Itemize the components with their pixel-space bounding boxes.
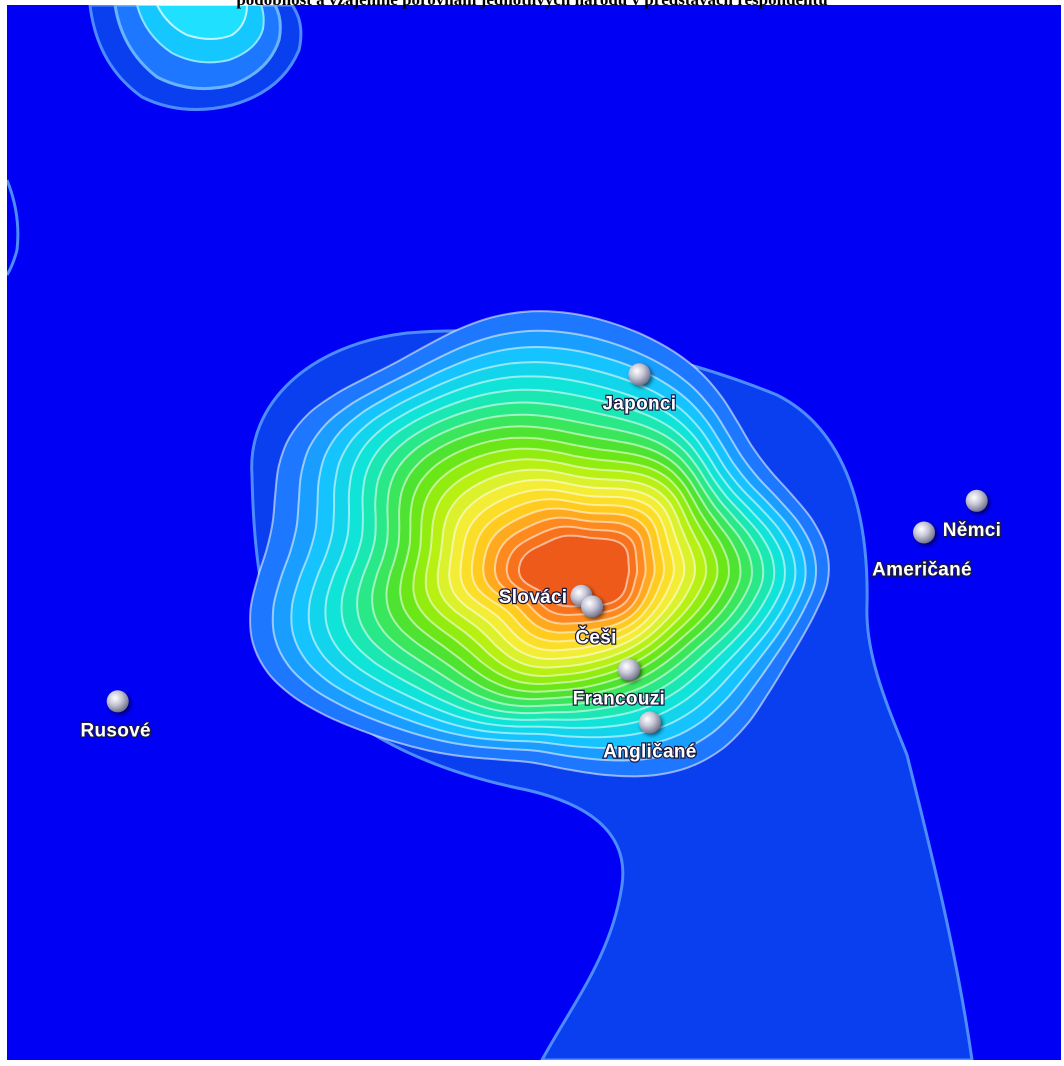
contour-level-20 — [517, 534, 630, 608]
perceptual-map: Japonci Němci Američané Slováci Češi Francouz… — [7, 5, 1061, 1060]
node-label-anglicane: Angličané — [603, 741, 697, 762]
node-americane: Američané — [871, 521, 973, 582]
node-francouzi: Francouzi — [571, 658, 666, 711]
contour-rings — [249, 310, 830, 778]
node-anglicane: Angličané — [602, 711, 698, 764]
node-marker-nemci — [965, 489, 988, 512]
node-rusove: Rusové — [79, 690, 152, 742]
node-marker-francouzi — [617, 658, 640, 681]
node-marker-rusove — [106, 690, 129, 713]
node-japonci: Japonci — [601, 363, 677, 415]
node-nemci: Němci — [942, 489, 1002, 542]
chart-caption: podobnost a vzájemné porovnání jednotliv… — [0, 0, 1064, 9]
node-label-cesi: Češi — [575, 626, 616, 648]
node-marker-japonci — [628, 363, 651, 386]
node-marker-americane — [913, 521, 935, 544]
node-label-americane: Američané — [872, 560, 972, 581]
left-edge-contour — [7, 179, 20, 276]
node-marker-anglicane — [638, 711, 661, 734]
node-cesi: Češi — [574, 595, 618, 650]
node-layer: Japonci Němci Američané Slováci Češi Francouz… — [79, 363, 1002, 764]
node-label-francouzi: Francouzi — [573, 689, 665, 710]
secondary-peak — [88, 5, 303, 111]
node-slovaci: Slováci — [498, 584, 593, 609]
node-label-rusove: Rusové — [80, 720, 150, 741]
contour-map-svg: Japonci Němci Američané Slováci Češi Francouz… — [7, 5, 1061, 1060]
node-marker-cesi — [581, 595, 603, 618]
node-label-slovaci: Slováci — [499, 587, 568, 608]
node-label-nemci: Němci — [943, 520, 1002, 541]
node-label-japonci: Japonci — [602, 393, 676, 414]
